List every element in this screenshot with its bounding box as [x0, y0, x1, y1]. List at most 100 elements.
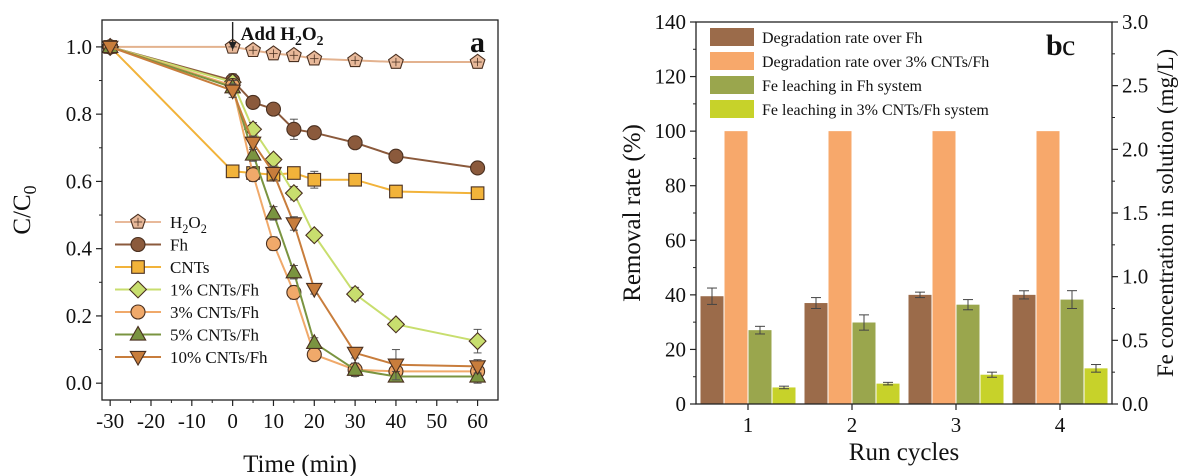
y-right-tick-label: 1.5 — [1122, 201, 1148, 225]
y-left-tick-label: 100 — [655, 119, 687, 143]
data-point — [347, 135, 363, 151]
data-point — [345, 284, 365, 304]
bar — [1036, 131, 1060, 404]
legend-swatch — [710, 100, 754, 118]
y-right-tick-label: 0.0 — [1122, 392, 1148, 416]
legend-entry: 1% CNTs/Fh — [115, 280, 260, 300]
x-axis-label: Time (min) — [243, 451, 357, 476]
y-left-tick-label: 0 — [676, 392, 687, 416]
data-point — [244, 136, 262, 152]
y-tick-label: 0.2 — [66, 304, 92, 328]
axes: -30 -20 -10 0 10 20 30 40 50 60 0.0 0.2 0.4 0.6 0.8 1.0 — [66, 35, 488, 433]
data-point — [388, 148, 404, 164]
data-point — [286, 121, 302, 137]
x-axis-label: Run cycles — [849, 439, 959, 466]
data-point — [468, 331, 487, 351]
bar-chart-panel: 0 20 40 60 80 100 120 140 0.0 0.5 1.0 1.5 2.0 2.5 3.0 1… — [619, 10, 1178, 466]
y-tick-label: 0.6 — [66, 169, 92, 193]
data-point — [468, 360, 487, 376]
bar — [724, 131, 748, 404]
y-left-tick-label: 140 — [655, 10, 687, 34]
x-tick-label: 0 — [227, 409, 238, 433]
bar — [956, 304, 980, 404]
plot-frame — [101, 19, 499, 401]
data-point — [307, 172, 322, 187]
y-right-tick-label: 3.0 — [1122, 10, 1148, 34]
legend-entry: 5% CNTs/Fh — [115, 325, 260, 345]
legend-entry: Degradation rate over Fh — [710, 28, 922, 47]
legend-swatch — [710, 76, 754, 94]
data-point — [285, 217, 303, 233]
y-left-tick-label: 40 — [665, 283, 686, 307]
data-point — [470, 160, 486, 176]
y-tick-label: 0.0 — [66, 371, 92, 395]
x-tick-label: 10 — [263, 409, 284, 433]
data-point — [129, 350, 147, 367]
legend-entry: Fe leaching in Fh system — [710, 76, 923, 95]
annotation-arrowhead — [228, 42, 237, 50]
data-point — [284, 184, 304, 203]
data-point — [387, 358, 405, 374]
y-tick-label: 1.0 — [66, 35, 92, 59]
bar — [1060, 299, 1084, 404]
legend-label: Degradation rate over 3% CNTs/Fh — [762, 54, 989, 71]
x-tick-label: -10 — [178, 409, 206, 433]
x-tick-label: 4 — [1055, 413, 1066, 437]
data-point — [265, 236, 282, 252]
legend-label: Degradation rate over Fh — [762, 30, 922, 47]
y-axis-label-right: Fe concentration in solution (mg/L) — [1153, 49, 1178, 377]
data-point — [265, 101, 282, 117]
y-left-tick-label: 120 — [655, 65, 687, 89]
data-point — [225, 164, 240, 179]
data-point — [305, 282, 323, 299]
bar — [1084, 368, 1108, 404]
data-point — [346, 360, 364, 376]
series-10-cnts-fh — [101, 40, 487, 381]
legend-label: Fe leaching in Fh system — [762, 78, 923, 95]
bar — [908, 294, 932, 404]
legend-entry: CNTs — [115, 258, 209, 277]
data-point — [305, 333, 323, 349]
y-right-tick-label: 0.5 — [1122, 328, 1148, 352]
line-chart-panel: -30 -20 -10 0 10 20 30 40 50 60 0.0 0.2 0.4 0.6 0.8 1.0… — [9, 19, 499, 476]
legend: Degradation rate over Fh Degradation rate… — [710, 28, 989, 119]
bar — [1012, 294, 1036, 404]
y-right-tick-label: 2.5 — [1122, 74, 1148, 98]
plot-area — [100, 37, 487, 384]
x-tick-label: 60 — [467, 409, 488, 433]
data-point — [389, 184, 403, 199]
bar — [980, 374, 1004, 404]
legend-label: Fe leaching in 3% CNTs/Fh system — [762, 102, 989, 119]
legend-label: 1% CNTs/Fh — [170, 281, 260, 300]
bar — [772, 387, 796, 404]
annotation: Add H2O2 — [228, 22, 324, 50]
y-left-tick-label: 60 — [665, 228, 686, 252]
legend-label: 5% CNTs/Fh — [170, 326, 260, 345]
y-axis-label-left: Removal rate (%) — [619, 124, 646, 302]
series-1-cnts-fh — [100, 37, 487, 354]
legend-entry: 3% CNTs/Fh — [115, 303, 260, 322]
legend-label: 10% CNTs/Fh — [170, 348, 268, 367]
x-tick-label: 1 — [743, 413, 754, 437]
x-tick-label: 40 — [385, 409, 406, 433]
bar — [700, 296, 724, 404]
data-point — [286, 284, 302, 300]
x-tick-label: 30 — [345, 409, 366, 433]
legend-entry: Fe leaching in 3% CNTs/Fh system — [710, 100, 989, 119]
data-point — [287, 166, 301, 180]
legend-entry: Degradation rate over 3% CNTs/Fh — [710, 52, 989, 71]
legend-entry: H2O2 — [115, 213, 207, 236]
bar — [852, 322, 876, 404]
x-tick-label: 20 — [304, 409, 325, 433]
data-point — [130, 236, 146, 253]
data-point — [101, 40, 119, 57]
series-line — [109, 45, 478, 368]
legend-swatch — [710, 52, 754, 70]
y-left-tick-label: 20 — [665, 337, 686, 361]
plot-area — [700, 131, 1108, 404]
legend-label: CNTs — [170, 258, 209, 277]
panel-label: b — [1046, 29, 1063, 62]
data-point — [128, 280, 148, 299]
data-point — [386, 315, 406, 334]
legend-label: H2O2 — [170, 213, 207, 236]
